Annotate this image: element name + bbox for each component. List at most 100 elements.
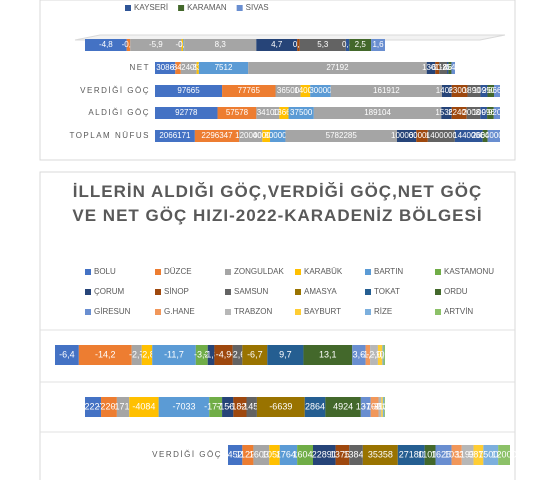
bar-segment [454,130,483,142]
bar-segment [209,397,223,417]
bar-segment [85,39,127,51]
data-label: -5,9 [149,40,163,49]
legend-swatch [178,5,185,11]
data-label: 0,4 [342,40,354,49]
legend-swatch [125,5,131,11]
data-label: 2864 [305,401,325,411]
bar-segment [232,345,243,365]
bar-segment [448,62,452,74]
bar-segment [267,345,304,365]
bar-segment [155,107,218,119]
legend-swatch [85,309,91,315]
bar-segment [498,445,510,465]
legend-swatch [365,269,371,275]
bar-segment [217,107,257,119]
bar-segment [451,107,467,119]
data-label: 5782285 [326,131,358,140]
chart-title: İLLERİN ALDIĞI GÖÇ,VERDİĞİ GÖÇ,NET GÖÇ V… [72,182,483,225]
card [39,171,516,480]
bar-segment [299,39,346,51]
data-label: 14000 [294,86,317,95]
data-label: -337 [190,63,207,72]
data-label: 16048 [293,449,318,459]
data-label: -2227 [82,401,105,411]
bar-segment [279,445,298,465]
data-label: 1305 [422,63,440,72]
bar-segment [349,445,363,465]
bar-segment [382,345,384,365]
bar-segment [248,62,427,74]
legend-label: SAMSUN [234,287,268,296]
bar-segment [285,130,397,142]
data-label: -2,6 [230,349,246,359]
bar-segment [426,62,436,74]
data-label: 3086 [156,63,174,72]
data-label: 16258 [431,449,456,459]
data-label: -2201 [97,401,120,411]
bar-segment [451,85,468,97]
bar-segment [198,62,249,74]
bar-segment [384,397,385,417]
legend-label: KAYSERİ [134,3,168,12]
legend-label: GİRESUN [94,307,131,316]
data-label: 1371 [356,401,376,411]
legend-label: RİZE [374,307,392,316]
category-label: TOPLAM NÜFUS [69,131,150,140]
data-label: -1567 [216,401,239,411]
data-label: -1085 [363,401,386,411]
data-label: 30000 [309,86,332,95]
data-label: 400000 [253,131,280,140]
bar-segment [256,39,298,51]
data-label: 12000 [492,449,517,459]
bar-segment [183,39,185,51]
data-label: 5,3 [317,40,329,49]
bar-segment [435,62,440,74]
legend-label: ZONGULDAK [234,267,284,276]
data-label: 1180 [435,63,453,72]
data-label: 189104 [364,108,391,117]
legend-swatch [225,289,231,295]
data-label: 97665 [177,86,200,95]
bar-segment [256,107,280,119]
legend-swatch [365,289,371,295]
bar-segment [383,345,385,365]
legend-swatch [85,269,91,275]
bar-segment [493,107,500,119]
bar-segment [370,345,378,365]
data-label: 27192 [326,63,349,72]
bar-segment [416,130,428,142]
bar-segment [335,445,350,465]
bar-segment [360,397,371,417]
data-label: 1200000 [235,131,267,140]
bar-segment [451,62,455,74]
data-label: 13663 [273,108,296,117]
data-label: 8,3 [215,40,227,49]
data-label: 10297 [473,86,496,95]
bar-segment [352,345,366,365]
data-label: 0,3 [293,40,305,49]
legend-swatch [85,289,91,295]
data-label: 16032 [249,449,274,459]
bar-segment [101,397,117,417]
data-label: -390 [371,401,389,411]
bar-segment [381,397,383,417]
bar-segment [78,345,132,365]
bar-segment [256,397,305,417]
bar-segment [461,445,474,465]
bar-segment [494,85,500,97]
legend-label: DÜZCE [164,267,192,276]
bar-segment [362,445,398,465]
bar-segment [304,397,326,417]
bar-segment [116,397,130,417]
bar-segment [466,107,481,119]
bar-segment [228,445,243,465]
data-label: 800000 [264,131,291,140]
bar-segment [222,85,276,97]
bar-segment [141,345,153,365]
data-label: -1823 [228,401,251,411]
bar-segment [155,85,223,97]
bar-segment [222,397,234,417]
data-label: -120 [376,401,394,411]
bar-segment [371,39,385,51]
